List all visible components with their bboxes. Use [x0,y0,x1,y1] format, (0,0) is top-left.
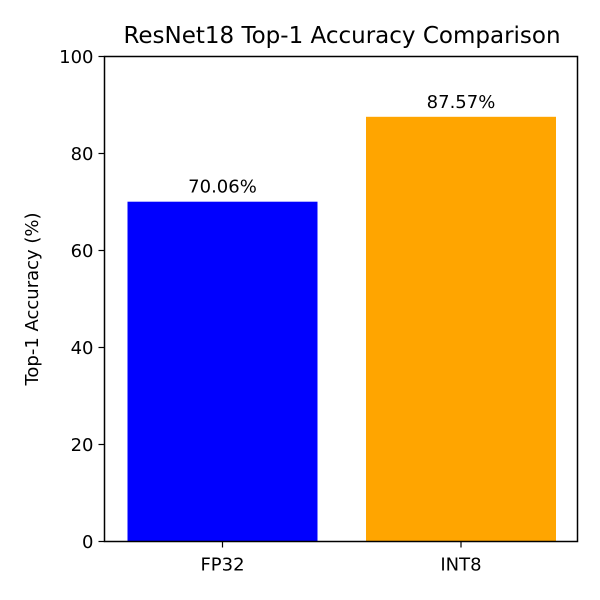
chart-title: ResNet18 Top-1 Accuracy Comparison [123,23,560,49]
x-axis: FP32 INT8 [200,541,482,576]
y-tick-label: 0 [82,532,93,553]
x-tick-label: FP32 [200,555,244,576]
x-tick-label: INT8 [440,555,481,576]
bar-int8 [366,116,556,542]
value-labels-group: 70.06% 87.57% [188,92,495,198]
y-tick-label: 100 [59,47,93,68]
y-tick-label: 80 [71,144,94,165]
y-tick-label: 60 [71,241,94,262]
y-axis: 0 20 40 60 80 100 [59,47,105,553]
value-label-fp32: 70.06% [188,177,257,198]
bar-fp32 [127,201,318,542]
value-label-int8: 87.57% [427,92,496,113]
y-axis-label: Top-1 Accuracy (%) [22,212,43,386]
bars-group [127,116,556,542]
plot-area-frame [103,55,579,543]
y-tick-label: 40 [71,338,94,359]
y-tick-label: 20 [71,435,94,456]
